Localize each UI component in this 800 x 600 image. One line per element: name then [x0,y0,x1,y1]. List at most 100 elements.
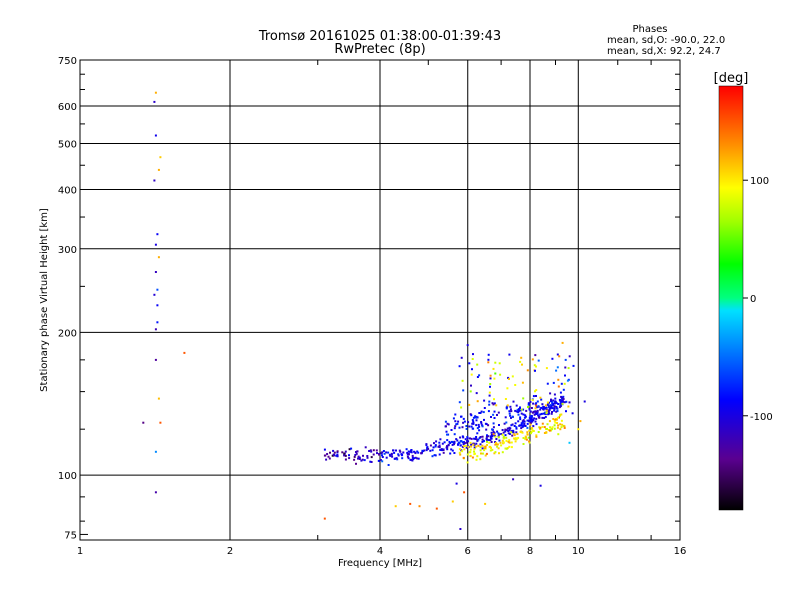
data-point [372,449,375,452]
data-point [502,441,505,444]
data-point [490,433,493,436]
data-point [459,440,462,443]
data-point [445,446,448,449]
data-point [410,451,413,454]
data-point [568,401,571,404]
data-point [540,412,543,415]
data-point [458,448,461,451]
data-point [414,452,417,455]
data-point [540,406,543,409]
data-point [545,408,548,411]
data-point [526,433,529,436]
y-tick-label: 300 [58,245,77,256]
data-point [501,433,504,436]
data-point [526,422,529,425]
data-point [528,420,530,423]
data-point [546,428,548,430]
data-point [485,439,488,442]
data-point [513,433,516,436]
data-point [535,434,538,437]
data-point [361,458,364,461]
data-point [577,428,580,431]
data-point [535,389,538,392]
data-point [560,395,563,398]
data-point [561,402,564,405]
data-point [485,428,488,431]
data-point [487,410,490,413]
data-point [528,416,531,419]
data-point [444,420,447,423]
data-point [460,406,463,409]
data-point [395,457,398,460]
data-point [553,405,556,408]
data-point [550,405,553,408]
data-point [527,402,530,405]
data-point [479,412,482,414]
data-point [513,425,516,427]
data-point [527,436,530,439]
data-point [567,367,570,370]
data-point [568,355,571,358]
data-point [375,449,378,452]
data-point [568,441,571,444]
data-point [498,362,501,365]
data-point [411,459,414,462]
data-point [366,456,369,459]
data-point [521,421,524,424]
data-point [344,458,347,461]
data-point [532,402,535,405]
data-point [461,450,464,453]
data-point [523,424,526,427]
data-point [545,406,548,409]
data-point [531,411,534,414]
data-point [526,426,529,429]
data-point [183,351,186,354]
data-point [381,451,384,454]
data-point [556,353,559,356]
data-point [461,441,464,444]
data-point [492,430,495,433]
data-point [559,428,562,431]
data-point [558,355,561,358]
data-point [484,502,487,505]
data-point [429,449,432,452]
data-point [401,457,404,460]
data-point [488,441,491,444]
data-point [562,388,565,391]
data-point [559,399,562,402]
data-point [483,407,486,409]
data-point [489,377,492,380]
data-point [504,398,507,400]
data-point [515,431,518,434]
data-point [492,426,495,429]
data-point [472,353,474,356]
data-point [518,424,521,427]
data-point [544,404,547,407]
data-point [154,134,157,137]
data-point [488,445,491,448]
data-point [378,453,380,456]
data-point [459,436,462,439]
data-point [528,407,531,410]
data-point [461,435,464,438]
data-point [426,447,428,450]
data-point [562,398,565,400]
data-point [489,449,492,452]
data-point [466,437,469,440]
data-point [473,437,476,440]
data-point [512,478,515,481]
data-point [455,482,458,485]
data-point [391,455,394,458]
data-point [557,424,560,427]
data-point [354,454,357,456]
data-point [465,425,468,427]
data-point [154,491,157,494]
data-point [458,365,461,368]
data-point [539,396,542,399]
data-point [520,412,523,415]
data-point [515,438,518,441]
data-point [546,401,549,404]
data-point [482,439,485,442]
data-point [410,449,413,451]
grid-lines [80,60,680,540]
